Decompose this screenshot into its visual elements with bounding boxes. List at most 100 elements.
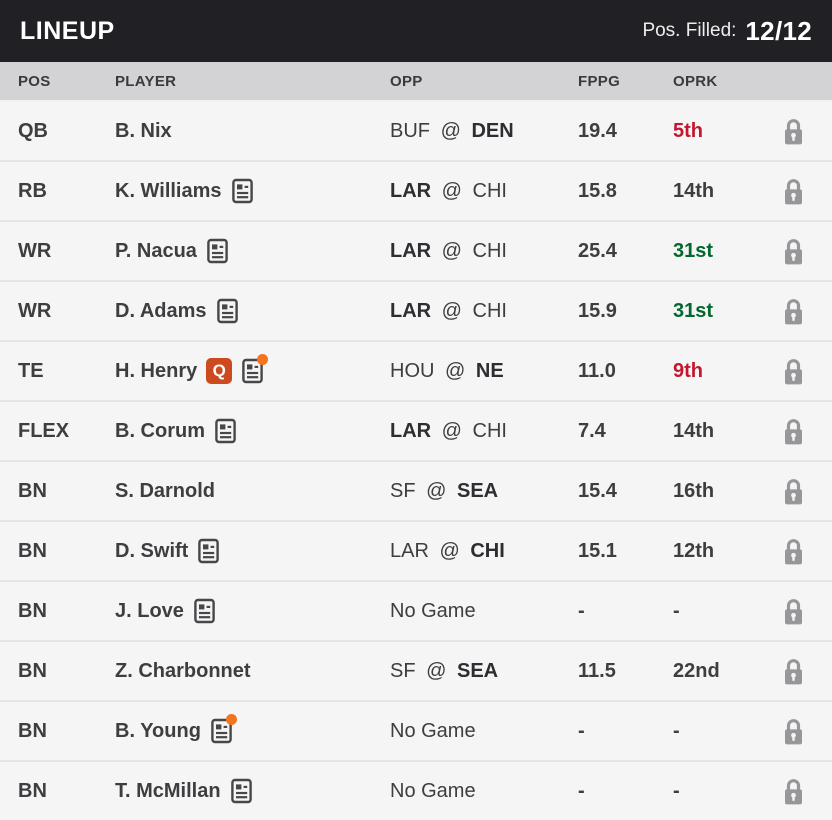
player-cell: Z. Charbonnet [115, 660, 390, 683]
news-button[interactable] [211, 714, 237, 744]
pos-cell: BN [18, 599, 47, 622]
opp-away: SF [390, 659, 416, 682]
fppg-cell: 25.4 [578, 239, 617, 262]
column-header-fppg: FPPG [578, 72, 621, 90]
opp-away: LAR [390, 239, 432, 262]
opp-cell: LAR @ CHI [390, 240, 578, 263]
player-cell: H. Henry Q [115, 354, 390, 384]
table-row[interactable]: TE H. Henry Q HOU @ NE [0, 340, 832, 400]
table-row[interactable]: BN D. Swift LAR @ CHI [0, 520, 832, 580]
fppg-cell: - [578, 779, 585, 802]
player-name[interactable]: H. Henry [115, 359, 198, 382]
oprk-cell: 16th [673, 479, 715, 502]
opp-at: @ [441, 299, 462, 322]
opp-at: @ [441, 239, 462, 262]
table-row[interactable]: BN T. McMillan [0, 760, 832, 820]
lock-icon [784, 298, 802, 324]
oprk-cell: - [673, 599, 680, 622]
opp-home: CHI [472, 419, 507, 442]
lock-cell [770, 297, 816, 326]
lock-icon [784, 238, 802, 264]
lock-cell [770, 717, 816, 746]
oprk-cell: 14th [673, 179, 715, 202]
oprk-cell: 22nd [673, 659, 720, 682]
column-header-oprk: OPRK [673, 72, 718, 90]
questionable-badge: Q [206, 358, 233, 384]
news-icon [198, 538, 220, 564]
player-name[interactable]: D. Adams [115, 299, 207, 322]
player-name[interactable]: P. Nacua [115, 239, 197, 262]
player-name[interactable]: J. Love [115, 599, 184, 622]
fppg-cell: - [578, 599, 585, 622]
opp-at: @ [439, 539, 460, 562]
lock-cell [770, 537, 816, 566]
lock-cell [770, 417, 816, 446]
pos-cell: BN [18, 479, 47, 502]
player-name[interactable]: D. Swift [115, 539, 189, 562]
player-cell: D. Adams [115, 298, 390, 324]
lock-cell [770, 177, 816, 206]
opp-away: LAR [390, 539, 429, 562]
oprk-cell: 14th [673, 419, 715, 442]
opp-home: SEA [457, 659, 499, 682]
opp-no-game: No Game [390, 779, 476, 802]
player-name[interactable]: B. Young [115, 719, 201, 742]
table-row[interactable]: BN S. Darnold SF @ SEA 15.4 16th [0, 460, 832, 520]
lineup-header: LINEUP Pos. Filled: 12/12 [0, 0, 832, 62]
table-row[interactable]: RB K. Williams LAR @ C [0, 160, 832, 220]
player-cell: D. Swift [115, 538, 390, 564]
pos-cell: BN [18, 719, 47, 742]
news-button[interactable] [242, 354, 269, 384]
player-name[interactable]: B. Nix [115, 119, 172, 142]
news-button[interactable] [198, 538, 220, 564]
table-row[interactable]: BN Z. Charbonnet SF @ SEA 11.5 22nd [0, 640, 832, 700]
player-cell: K. Williams [115, 178, 390, 204]
table-row[interactable]: FLEX B. Corum LAR @ CH [0, 400, 832, 460]
table-row[interactable]: QB B. Nix BUF @ DEN 19.4 5th [0, 100, 832, 160]
lock-cell [770, 477, 816, 506]
oprk-cell: 5th [673, 119, 703, 142]
news-icon [211, 718, 232, 744]
news-button[interactable] [230, 778, 252, 804]
pos-cell: BN [18, 659, 47, 682]
player-cell: B. Young [115, 714, 390, 744]
pos-cell: BN [18, 539, 47, 562]
fppg-cell: 15.4 [578, 479, 617, 502]
fppg-cell: 19.4 [578, 119, 617, 142]
player-name[interactable]: K. Williams [115, 179, 222, 202]
player-name[interactable]: B. Corum [115, 419, 205, 442]
player-name[interactable]: Z. Charbonnet [115, 659, 251, 682]
oprk-cell: 9th [673, 359, 703, 382]
table-row[interactable]: BN J. Love [0, 580, 832, 640]
fppg-cell: 15.8 [578, 179, 617, 202]
pos-cell: QB [18, 119, 48, 142]
opp-at: @ [426, 659, 447, 682]
table-row[interactable]: BN B. Young [0, 700, 832, 760]
news-button[interactable] [216, 298, 238, 324]
player-name[interactable]: T. McMillan [115, 779, 221, 802]
pos-cell: FLEX [18, 419, 70, 442]
lock-icon [784, 478, 802, 504]
oprk-cell: 12th [673, 539, 715, 562]
table-row[interactable]: WR P. Nacua LAR @ CHI [0, 220, 832, 280]
player-cell: P. Nacua [115, 238, 390, 264]
opp-cell: BUF @ DEN [390, 120, 578, 143]
news-button[interactable] [231, 178, 253, 204]
news-button[interactable] [207, 238, 228, 264]
opp-no-game: No Game [390, 719, 476, 742]
lock-cell [770, 777, 816, 806]
fppg-cell: 11.0 [578, 359, 616, 382]
lineup-rows: QB B. Nix BUF @ DEN 19.4 5th [0, 100, 832, 820]
player-cell: T. McMillan [115, 778, 390, 804]
column-header-pos: POS [18, 72, 51, 90]
news-button[interactable] [194, 598, 215, 624]
lock-icon [784, 538, 802, 564]
table-row[interactable]: WR D. Adams LAR @ CHI [0, 280, 832, 340]
opp-home: CHI [472, 299, 507, 322]
news-button[interactable] [215, 418, 236, 444]
lock-icon [784, 418, 802, 444]
player-name[interactable]: S. Darnold [115, 479, 216, 502]
opp-home: CHI [472, 239, 507, 262]
oprk-cell: - [673, 779, 680, 802]
column-header-player: PLAYER [115, 72, 177, 90]
